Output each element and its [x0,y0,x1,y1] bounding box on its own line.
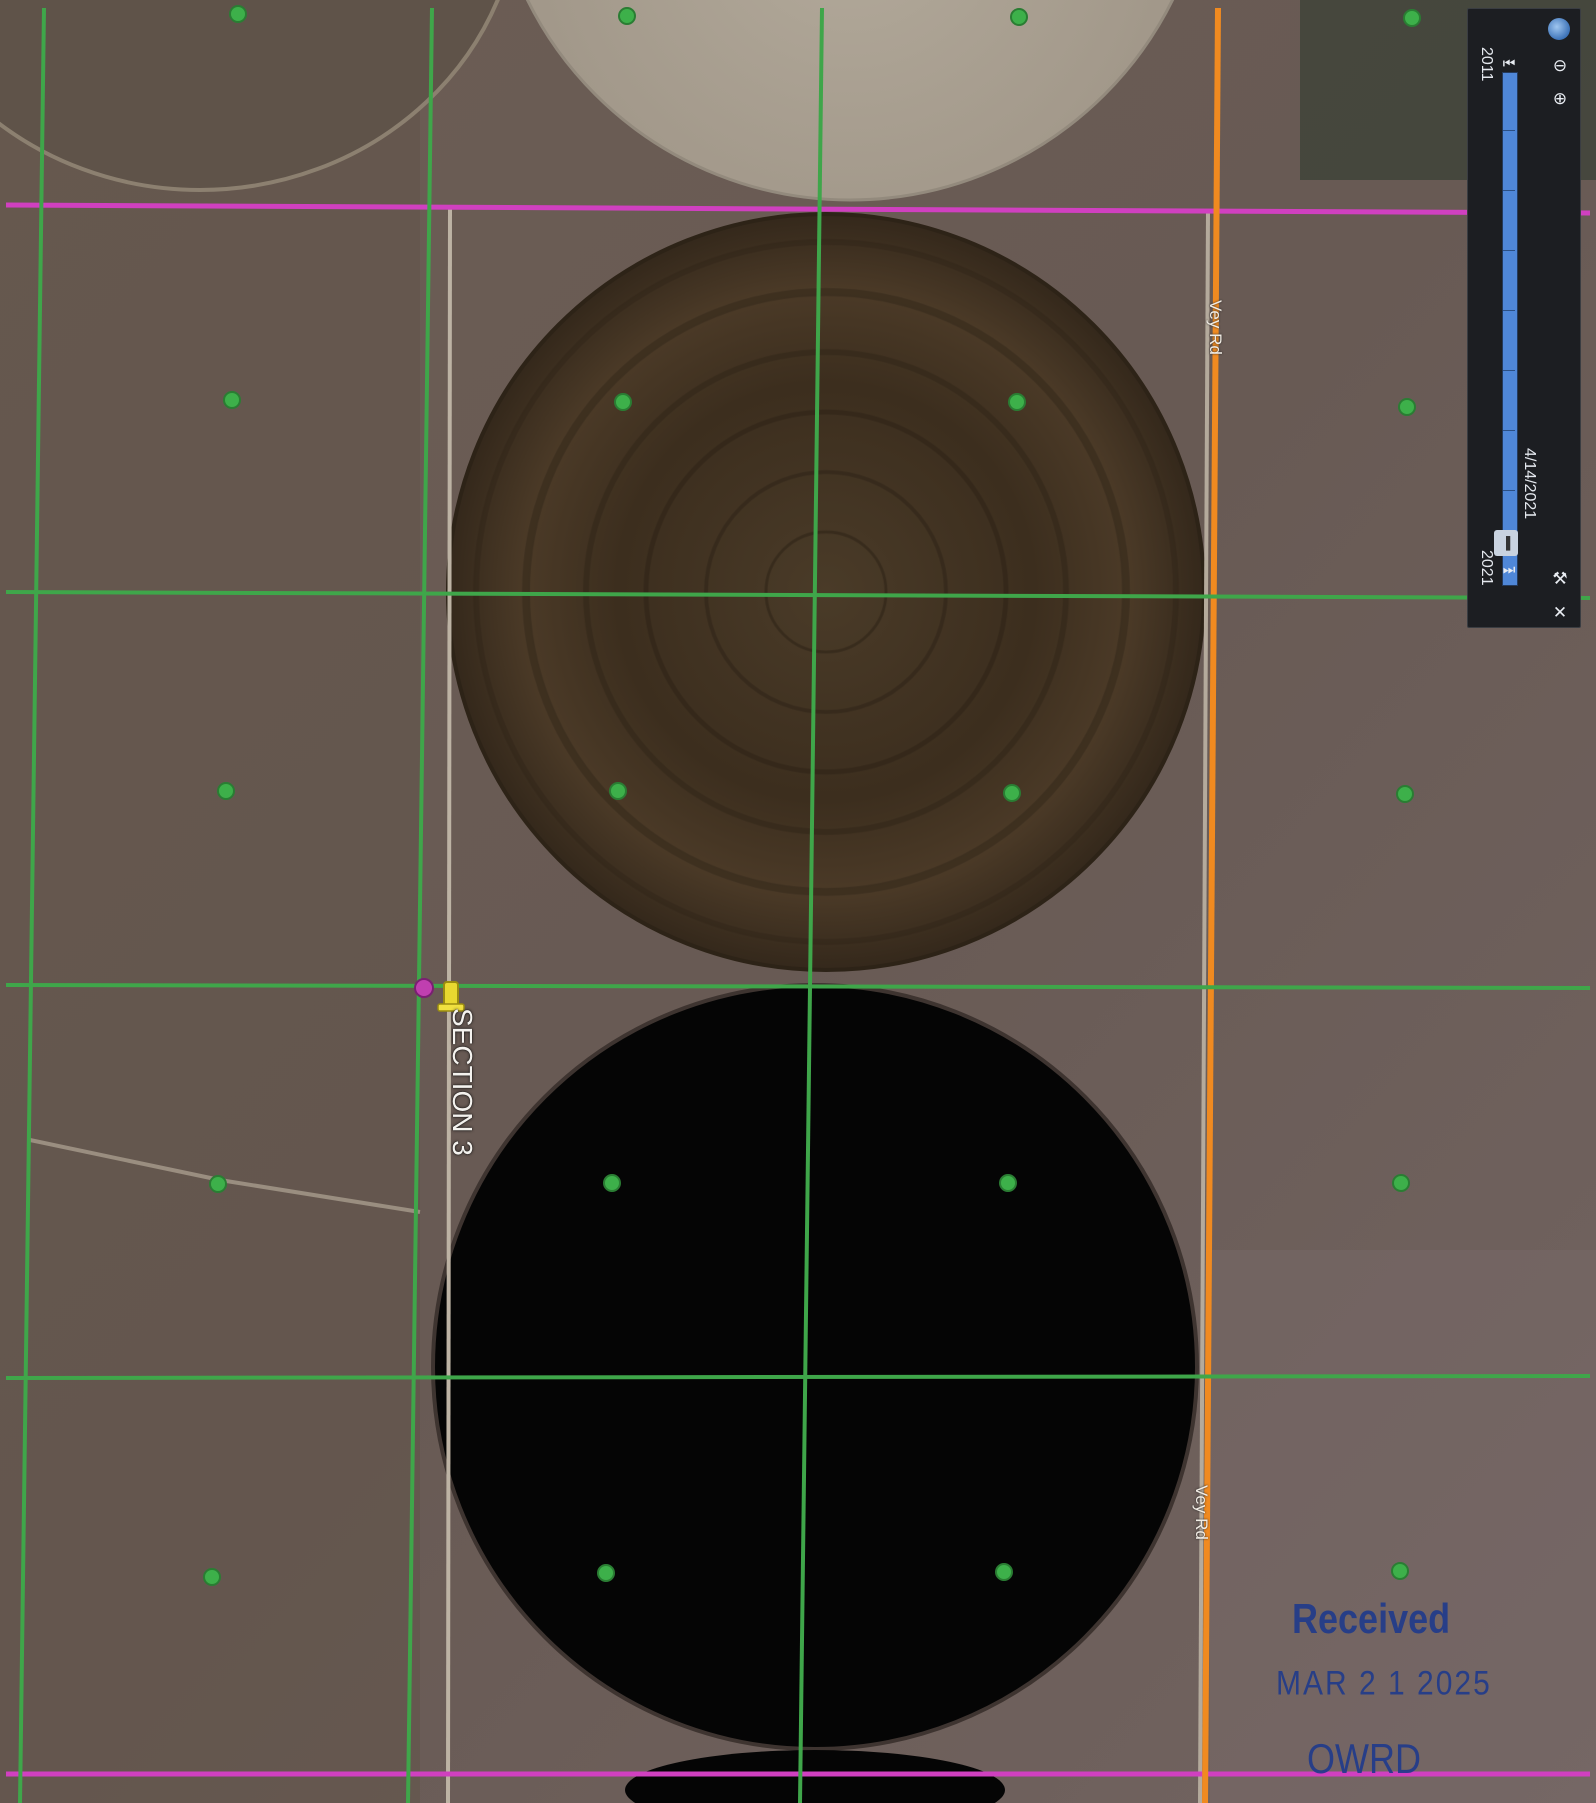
close-icon[interactable]: ✕ [1552,603,1568,622]
slider-tick [1503,250,1515,251]
placemark-dot[interactable] [1003,784,1021,802]
road-label-vey-rd: Vey Rd [1206,300,1225,355]
stamp-date: MAR 2 1 2025 [1276,1664,1492,1703]
globe-icon[interactable] [1548,18,1570,40]
zoom-out-icon[interactable]: ⊖ [1552,56,1568,75]
section-corner-marker[interactable] [414,978,434,998]
placemark-dot[interactable] [1391,1562,1409,1580]
slider-tick [1503,490,1515,491]
placemark-dot[interactable] [603,1174,621,1192]
placemark-dot[interactable] [1398,398,1416,416]
stamp-received: Received [1292,1594,1451,1642]
time-slider-current-date: 4/14/2021 [1521,448,1538,520]
placemark-dot[interactable] [1010,8,1028,26]
placemark-dot[interactable] [229,5,247,23]
placemark-dot[interactable] [597,1564,615,1582]
placemark-dot[interactable] [1392,1174,1410,1192]
slider-tick [1503,190,1515,191]
step-forward-icon[interactable]: ⏭ [1502,561,1516,577]
placemark-dot[interactable] [614,393,632,411]
time-slider-start-year: 2011 [1478,47,1495,82]
slider-tick [1503,370,1515,371]
time-slider-track[interactable] [1502,72,1518,586]
placemark-dot[interactable] [1008,393,1026,411]
slider-tick [1503,130,1515,131]
step-back-icon[interactable]: ⏮ [1502,55,1516,71]
time-slider-panel [1467,8,1581,628]
time-slider-end-year: 2021 [1478,550,1495,586]
placemark-dot[interactable] [618,7,636,25]
section-label: SECTION 3 [447,1008,478,1156]
stamp-agency: OWRD [1307,1734,1421,1782]
placemark-dot[interactable] [995,1563,1013,1581]
placemark-dot[interactable] [203,1568,221,1586]
placemark-dot[interactable] [209,1175,227,1193]
placemark-dot[interactable] [223,391,241,409]
placemark-dot[interactable] [999,1174,1017,1192]
placemark-dot[interactable] [1396,785,1414,803]
road-label-vey-rd: Vey Rd [1192,1485,1211,1540]
slider-tick [1503,430,1515,431]
wrench-icon[interactable]: ⚒ [1552,569,1568,588]
zoom-in-icon[interactable]: ⊕ [1552,89,1568,108]
pushpin-icon[interactable] [437,981,465,1012]
placemark-dot[interactable] [1403,9,1421,27]
placemark-dot[interactable] [609,782,627,800]
time-slider-handle[interactable]: ▐ [1494,530,1518,556]
slider-tick [1503,310,1515,311]
placemark-dot[interactable] [217,782,235,800]
